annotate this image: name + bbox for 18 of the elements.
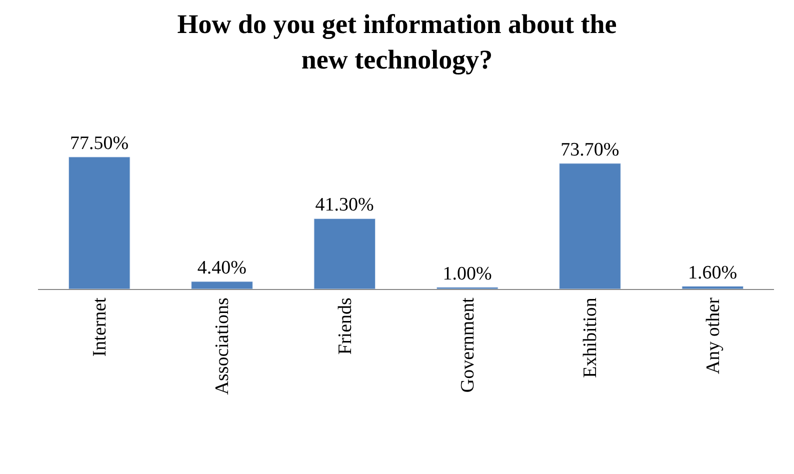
x-tick-label: Any other (702, 296, 724, 374)
x-tick-label: Exhibition (580, 297, 602, 378)
data-label: 4.40% (197, 258, 247, 278)
data-label: 77.50% (70, 132, 129, 154)
bar (191, 281, 253, 289)
data-label: 73.70% (560, 139, 620, 160)
x-tick-label: Friends (334, 298, 356, 355)
bar (559, 163, 621, 289)
x-tick-label: Associations (212, 298, 234, 395)
bar (682, 286, 744, 289)
data-label: 1.60% (688, 262, 738, 284)
bar (314, 218, 376, 289)
x-tick-label: Internet (90, 296, 111, 357)
chart-title: How do you get information about the new technology? (177, 9, 617, 74)
bar (68, 156, 130, 289)
data-label: 41.30% (315, 194, 374, 216)
data-label: 1.00% (442, 263, 492, 284)
x-tick-label: Government (458, 296, 479, 393)
